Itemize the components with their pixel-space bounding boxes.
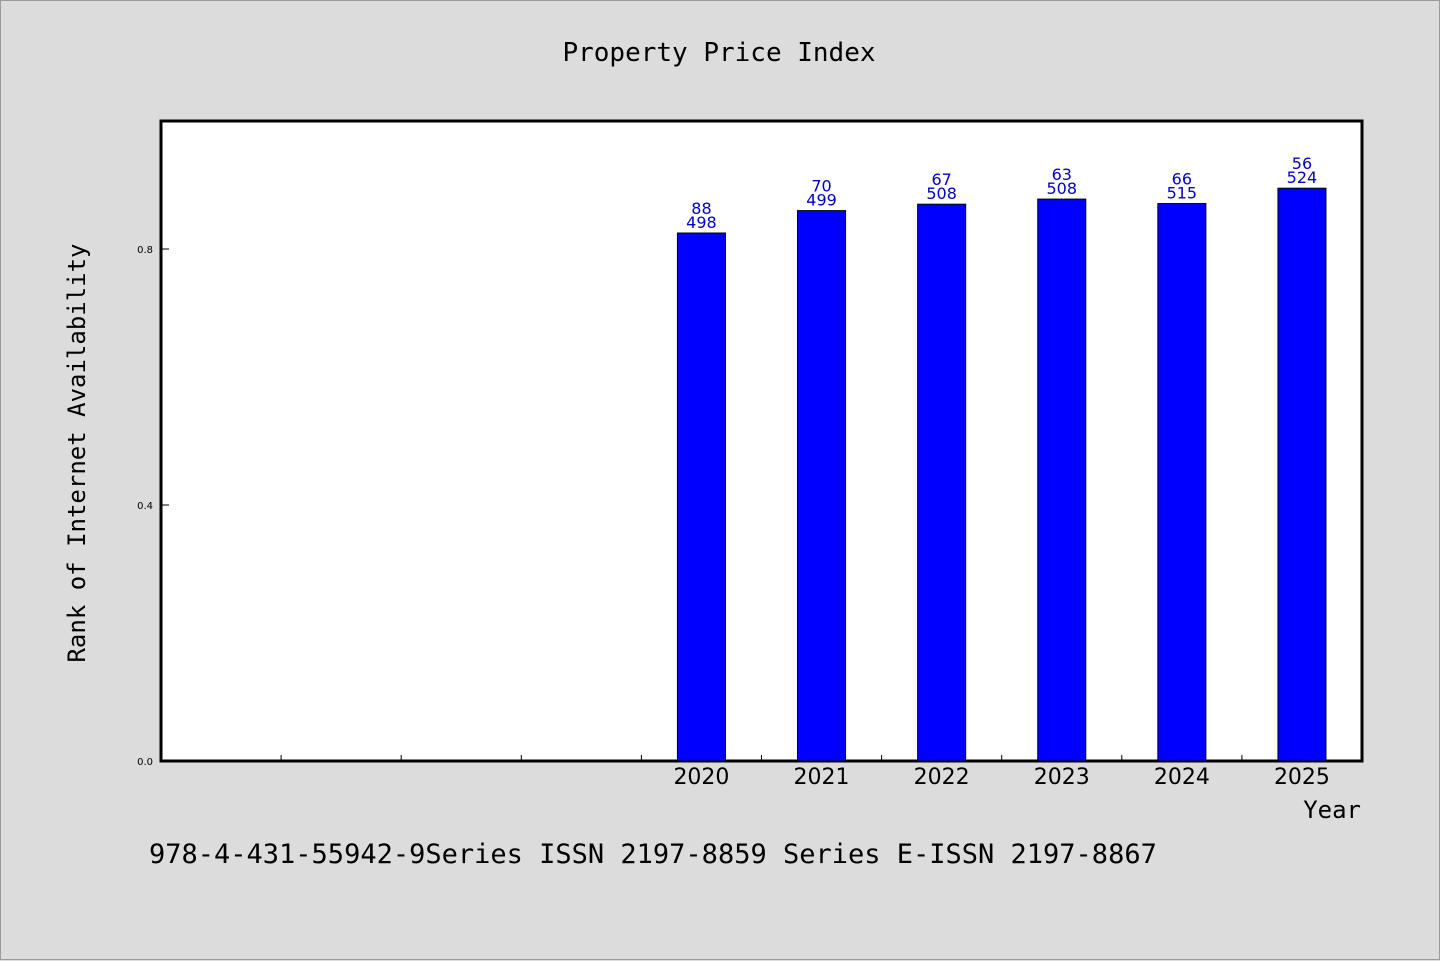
bar-2025 (1277, 187, 1327, 762)
x-tick-label-2024: 2024 (1154, 765, 1210, 790)
bar-2023 (1037, 198, 1087, 762)
x-axis-label: Year (1303, 796, 1361, 824)
data-label-bottom-2025: 524 (1287, 168, 1318, 187)
data-label-top-2023: 63 (1052, 165, 1072, 184)
data-label-bottom-2022: 508 (926, 184, 957, 203)
data-label-bottom-2020: 498 (686, 213, 717, 232)
data-label-top-2021: 70 (811, 177, 831, 196)
bars-group (676, 187, 1327, 762)
x-tick-label-2021: 2021 (794, 765, 850, 790)
bar-2022 (917, 203, 967, 762)
x-tick-label-2020: 2020 (673, 765, 729, 790)
bar-2021 (797, 210, 847, 762)
x-tick-label-2025: 2025 (1274, 765, 1330, 790)
x-ticks-group: 2020 2021 2022 2023 2024 2025 (280, 755, 1330, 790)
y-tick-label: 0.4 (137, 501, 153, 512)
data-label-top-2022: 67 (931, 170, 951, 189)
data-label-bottom-2021: 499 (806, 191, 837, 210)
x-tick-label-2022: 2022 (914, 765, 970, 790)
data-label-bottom-2023: 508 (1046, 179, 1077, 198)
data-label-top-2024: 66 (1172, 170, 1192, 189)
x-tick-label-2023: 2023 (1034, 765, 1090, 790)
bar-2024 (1157, 203, 1207, 762)
data-label-bottom-2024: 515 (1167, 184, 1198, 203)
y-tick-label: 0.8 (137, 245, 153, 256)
data-label-top-2025: 56 (1292, 154, 1312, 173)
chart-title: Property Price Index (562, 38, 875, 68)
data-label-top-2020: 88 (691, 199, 711, 218)
y-axis-label: Rank of Internet Availability (63, 243, 91, 662)
footer-isbn-issn: 978-4-431-55942-9Series ISSN 2197-8859 S… (149, 839, 1157, 870)
y-ticks-group: 0.0 0.4 0.8 (137, 245, 169, 768)
bar-2020 (676, 232, 726, 762)
y-tick-label: 0.0 (137, 757, 153, 768)
